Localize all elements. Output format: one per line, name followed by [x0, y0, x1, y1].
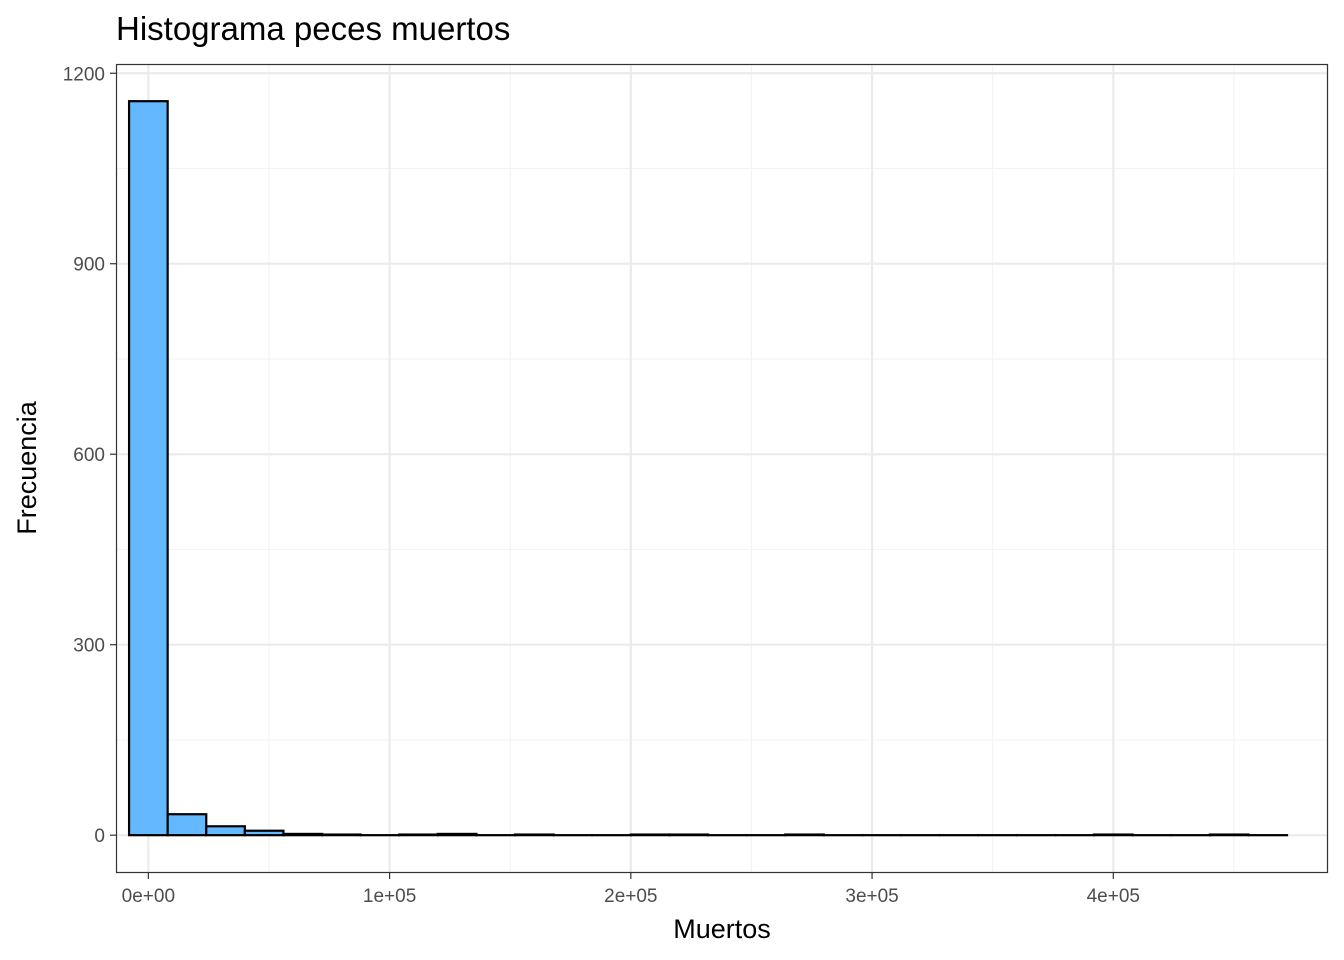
histogram-bar	[784, 833, 825, 837]
histogram-bar	[398, 833, 439, 837]
y-axis-ticks: 0 300 600 900 1200	[63, 64, 117, 847]
x-tick-label: 0e+00	[122, 886, 175, 907]
x-tick-label: 4e+05	[1087, 886, 1140, 907]
histogram-bar	[243, 829, 285, 837]
x-axis-ticks: 0e+00 1e+05 2e+05 3e+05 4e+05	[122, 872, 1140, 907]
x-tick-label: 3e+05	[845, 886, 898, 907]
histogram-bars	[127, 100, 1289, 837]
y-tick-label: 0	[94, 826, 105, 847]
histogram-bar	[320, 833, 362, 837]
y-tick-label: 300	[73, 636, 105, 657]
plot-title: Histograma peces muertos	[116, 10, 510, 47]
histogram-bar	[513, 833, 555, 837]
histogram-bar	[1208, 833, 1250, 837]
x-axis-title: Muertos	[673, 914, 771, 944]
histogram-bar	[436, 832, 478, 837]
y-tick-label: 600	[73, 445, 105, 466]
histogram-bar	[127, 100, 169, 837]
panel-border	[115, 63, 1329, 874]
y-tick-label: 900	[73, 255, 105, 276]
y-axis-title: Frecuencia	[12, 400, 42, 535]
histogram-bar	[282, 832, 324, 837]
histogram-bar	[629, 833, 671, 837]
histogram-bar	[1092, 833, 1134, 837]
x-tick-label: 1e+05	[363, 886, 416, 907]
y-tick-label: 1200	[63, 64, 105, 85]
histogram-bar	[166, 813, 208, 837]
histogram-bar	[205, 825, 246, 837]
x-tick-label: 2e+05	[604, 886, 657, 907]
histogram-bar	[668, 833, 710, 837]
